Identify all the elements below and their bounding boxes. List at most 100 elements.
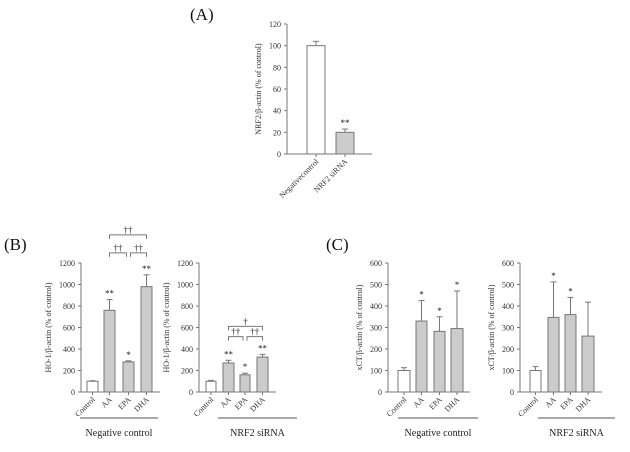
y-tick-label: 200 <box>370 345 382 354</box>
y-tick-label: 0 <box>378 388 382 397</box>
y-tick-label: 0 <box>189 388 193 397</box>
y-tick-label: 0 <box>510 388 514 397</box>
x-tick-label: Control <box>516 395 540 419</box>
x-tick-label: AA <box>218 395 233 410</box>
bar-aa <box>103 309 116 393</box>
x-tick-label: DHA <box>132 395 151 414</box>
y-tick-label: 0 <box>71 388 75 397</box>
y-tick-label: 200 <box>181 367 193 376</box>
bar-control <box>86 380 99 393</box>
significance-mark: ** <box>142 264 152 274</box>
bar-dha <box>581 335 595 393</box>
x-tick-label: EPA <box>427 395 444 412</box>
y-tick-label: 400 <box>502 302 514 311</box>
x-tick-label: AA <box>543 395 558 410</box>
bar-control <box>397 370 411 393</box>
significance-mark: * <box>437 306 442 316</box>
significance-bracket <box>109 252 127 257</box>
x-tick-label: AA <box>99 395 114 410</box>
x-tick-label: DHA <box>248 395 267 414</box>
y-tick-label: 100 <box>502 367 514 376</box>
y-tick-label: 20 <box>273 128 281 137</box>
y-tick-label: 500 <box>370 281 382 290</box>
y-tick-label: 40 <box>273 107 281 116</box>
significance-mark: ** <box>224 349 234 359</box>
bracket-label: †† <box>114 243 124 253</box>
bar-negativecontrol <box>306 45 326 155</box>
y-tick-label: 300 <box>370 324 382 333</box>
group-label: Negative control <box>405 428 472 439</box>
x-tick-label: EPA <box>233 395 250 412</box>
x-tick-label: Control <box>192 395 216 419</box>
y-tick-label: 600 <box>181 324 193 333</box>
y-axis-label: xCT/β-actin (% of control) <box>355 284 364 370</box>
y-tick-label: 200 <box>63 367 75 376</box>
y-axis-label: HO-1/β-actin (% of control) <box>44 282 53 372</box>
group-label: NRF2 siRNA <box>549 428 605 439</box>
y-tick-label: 600 <box>502 259 514 268</box>
x-tick-label: Control <box>385 395 409 419</box>
significance-bracket <box>228 325 263 331</box>
y-tick-label: 80 <box>273 63 281 72</box>
significance-bracket <box>130 252 147 257</box>
y-tick-label: 200 <box>502 345 514 354</box>
group-label: Negative control <box>86 428 153 439</box>
bracket-label: †† <box>250 327 260 337</box>
x-tick-label: Control <box>73 395 97 419</box>
bar-control <box>529 370 542 393</box>
y-tick-label: 120 <box>269 20 281 29</box>
x-tick-label: DHA <box>574 395 593 414</box>
significance-mark: ** <box>258 343 268 353</box>
significance-bracket <box>228 336 244 341</box>
significance-mark: * <box>568 286 573 296</box>
y-tick-label: 300 <box>502 324 514 333</box>
y-axis-label: NRF2/β-actin (% of control) <box>254 43 263 135</box>
significance-mark: * <box>126 350 131 360</box>
significance-mark: ** <box>341 118 351 128</box>
y-tick-label: 400 <box>181 345 193 354</box>
bar-dha <box>140 286 153 393</box>
y-tick-label: 1000 <box>59 281 75 290</box>
y-tick-label: 100 <box>370 367 382 376</box>
bracket-label: †† <box>231 327 241 337</box>
y-axis-label: xCT/β-actin (% of control) <box>487 284 496 370</box>
y-tick-label: 400 <box>63 345 75 354</box>
bracket-label: † <box>243 316 248 326</box>
significance-mark: * <box>243 362 248 372</box>
y-tick-label: 1200 <box>177 259 193 268</box>
x-tick-label: AA <box>411 395 426 410</box>
y-axis-label: HO-1/β-actin (% of control) <box>162 282 171 372</box>
y-tick-label: 600 <box>370 259 382 268</box>
x-tick-label: EPA <box>116 395 133 412</box>
significance-mark: ** <box>105 289 115 299</box>
y-tick-label: 60 <box>273 85 281 94</box>
panel-label: (C) <box>326 235 349 254</box>
group-label: NRF2 siRNA <box>230 428 286 439</box>
bar-dha <box>256 356 269 393</box>
y-tick-label: 100 <box>269 42 281 51</box>
bar-control <box>205 380 217 393</box>
significance-mark: * <box>419 290 424 300</box>
bar-epa <box>122 361 135 393</box>
y-tick-label: 800 <box>181 302 193 311</box>
panel-label: (B) <box>4 235 27 254</box>
y-tick-label: 600 <box>63 324 75 333</box>
significance-bracket <box>246 336 263 341</box>
x-tick-label: EPA <box>558 395 575 412</box>
y-tick-label: 500 <box>502 281 514 290</box>
x-tick-label: DHA <box>443 395 462 414</box>
bar-aa <box>547 316 560 393</box>
bracket-label: †† <box>124 225 134 235</box>
significance-mark: * <box>455 280 460 290</box>
bar-nrf2-sirna <box>335 131 355 155</box>
bar-epa <box>433 330 446 393</box>
y-tick-label: 1000 <box>177 281 193 290</box>
bracket-label: †† <box>134 243 144 253</box>
bar-epa <box>239 374 251 393</box>
significance-mark: * <box>551 271 556 281</box>
bar-aa <box>222 362 235 393</box>
bar-epa <box>564 314 577 393</box>
y-tick-label: 800 <box>63 302 75 311</box>
y-tick-label: 400 <box>370 302 382 311</box>
